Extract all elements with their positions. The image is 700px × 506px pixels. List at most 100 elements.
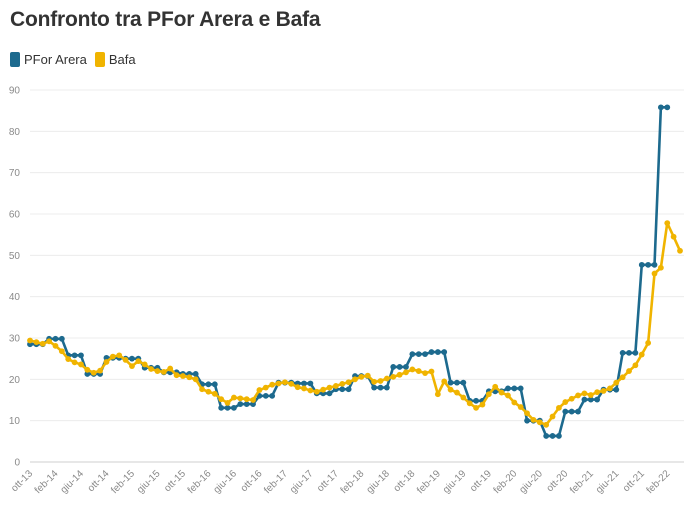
data-point-bafa[interactable]	[587, 392, 594, 398]
data-point-pfor-arera[interactable]	[396, 364, 403, 370]
data-point-bafa[interactable]	[186, 374, 193, 381]
data-point-bafa[interactable]	[613, 379, 620, 386]
data-point-bafa[interactable]	[294, 384, 301, 391]
data-point-pfor-arera[interactable]	[224, 404, 231, 411]
data-point-bafa[interactable]	[517, 404, 524, 410]
data-point-pfor-arera[interactable]	[581, 396, 588, 403]
data-point-bafa[interactable]	[58, 348, 65, 355]
data-point-pfor-arera[interactable]	[626, 349, 632, 356]
data-point-pfor-arera[interactable]	[383, 384, 390, 391]
data-point-pfor-arera[interactable]	[345, 386, 352, 393]
data-point-pfor-arera[interactable]	[517, 385, 524, 392]
data-point-bafa[interactable]	[473, 404, 479, 411]
data-point-bafa[interactable]	[556, 404, 562, 411]
data-point-bafa[interactable]	[664, 220, 671, 226]
data-point-pfor-arera[interactable]	[651, 261, 658, 268]
data-point-bafa[interactable]	[454, 389, 460, 396]
data-point-pfor-arera[interactable]	[428, 349, 435, 355]
data-point-bafa[interactable]	[205, 388, 212, 395]
data-point-pfor-arera[interactable]	[71, 352, 78, 359]
data-point-bafa[interactable]	[90, 369, 97, 376]
data-point-bafa[interactable]	[466, 400, 473, 407]
data-point-pfor-arera[interactable]	[250, 401, 256, 408]
data-point-bafa[interactable]	[657, 264, 664, 271]
data-point-bafa[interactable]	[141, 361, 148, 368]
data-point-bafa[interactable]	[536, 419, 543, 426]
data-point-bafa[interactable]	[345, 379, 352, 386]
data-point-pfor-arera[interactable]	[511, 385, 518, 392]
legend-item-pfor-arera[interactable]: PFor Arera	[10, 52, 87, 67]
data-point-bafa[interactable]	[428, 368, 435, 375]
data-point-bafa[interactable]	[677, 247, 683, 254]
data-point-bafa[interactable]	[562, 399, 569, 405]
data-point-bafa[interactable]	[619, 374, 626, 381]
data-point-bafa[interactable]	[441, 378, 448, 385]
data-point-pfor-arera[interactable]	[632, 349, 639, 356]
data-point-bafa[interactable]	[530, 416, 537, 423]
data-point-pfor-arera[interactable]	[58, 335, 65, 342]
data-point-bafa[interactable]	[116, 352, 123, 359]
data-point-bafa[interactable]	[250, 397, 256, 403]
data-point-bafa[interactable]	[282, 379, 288, 386]
data-point-bafa[interactable]	[377, 378, 384, 384]
data-point-bafa[interactable]	[594, 389, 601, 396]
data-point-bafa[interactable]	[65, 356, 72, 362]
data-point-pfor-arera[interactable]	[192, 371, 199, 377]
data-point-bafa[interactable]	[575, 392, 581, 399]
data-point-pfor-arera[interactable]	[52, 335, 59, 342]
data-point-pfor-arera[interactable]	[613, 386, 620, 393]
data-point-bafa[interactable]	[148, 366, 154, 372]
data-point-bafa[interactable]	[269, 381, 276, 388]
data-point-bafa[interactable]	[218, 396, 225, 403]
data-point-pfor-arera[interactable]	[390, 364, 397, 370]
data-point-pfor-arera[interactable]	[562, 408, 569, 415]
data-point-pfor-arera[interactable]	[454, 379, 460, 386]
data-point-pfor-arera[interactable]	[326, 390, 333, 397]
data-point-bafa[interactable]	[103, 359, 110, 365]
data-point-pfor-arera[interactable]	[307, 380, 314, 387]
data-point-pfor-arera[interactable]	[409, 351, 416, 358]
data-point-bafa[interactable]	[243, 396, 250, 403]
data-point-pfor-arera[interactable]	[587, 396, 594, 403]
data-point-bafa[interactable]	[600, 388, 607, 394]
data-point-bafa[interactable]	[307, 387, 314, 394]
data-point-bafa[interactable]	[262, 384, 269, 391]
data-point-bafa[interactable]	[109, 353, 116, 360]
data-point-pfor-arera[interactable]	[371, 384, 378, 391]
data-point-bafa[interactable]	[352, 376, 358, 383]
data-point-bafa[interactable]	[129, 363, 135, 370]
data-point-bafa[interactable]	[632, 362, 639, 369]
data-point-bafa[interactable]	[224, 399, 231, 406]
data-point-pfor-arera[interactable]	[594, 396, 601, 403]
data-point-bafa[interactable]	[256, 387, 263, 393]
data-point-pfor-arera[interactable]	[84, 371, 91, 377]
data-point-bafa[interactable]	[275, 380, 282, 387]
data-point-pfor-arera[interactable]	[211, 381, 218, 388]
data-point-bafa[interactable]	[180, 373, 186, 379]
data-point-pfor-arera[interactable]	[524, 417, 530, 424]
data-point-bafa[interactable]	[160, 368, 167, 375]
data-point-pfor-arera[interactable]	[129, 355, 135, 362]
data-point-bafa[interactable]	[409, 366, 416, 373]
data-point-bafa[interactable]	[549, 413, 556, 420]
data-point-pfor-arera[interactable]	[473, 397, 479, 404]
data-point-pfor-arera[interactable]	[78, 352, 84, 359]
data-point-bafa[interactable]	[339, 380, 346, 387]
data-point-bafa[interactable]	[237, 395, 244, 402]
data-point-bafa[interactable]	[568, 395, 575, 402]
data-point-bafa[interactable]	[498, 389, 505, 396]
data-point-bafa[interactable]	[199, 386, 205, 393]
data-point-pfor-arera[interactable]	[434, 349, 441, 355]
data-point-bafa[interactable]	[122, 357, 129, 363]
data-point-bafa[interactable]	[383, 375, 390, 382]
data-point-bafa[interactable]	[52, 342, 59, 349]
data-point-pfor-arera[interactable]	[664, 104, 671, 111]
data-point-pfor-arera[interactable]	[339, 386, 346, 393]
data-point-bafa[interactable]	[371, 378, 378, 385]
data-point-bafa[interactable]	[33, 339, 40, 346]
data-point-bafa[interactable]	[39, 340, 46, 347]
legend-item-bafa[interactable]: Bafa	[94, 52, 136, 67]
data-point-pfor-arera[interactable]	[645, 261, 652, 268]
data-point-pfor-arera[interactable]	[422, 351, 428, 358]
data-point-bafa[interactable]	[332, 383, 339, 389]
